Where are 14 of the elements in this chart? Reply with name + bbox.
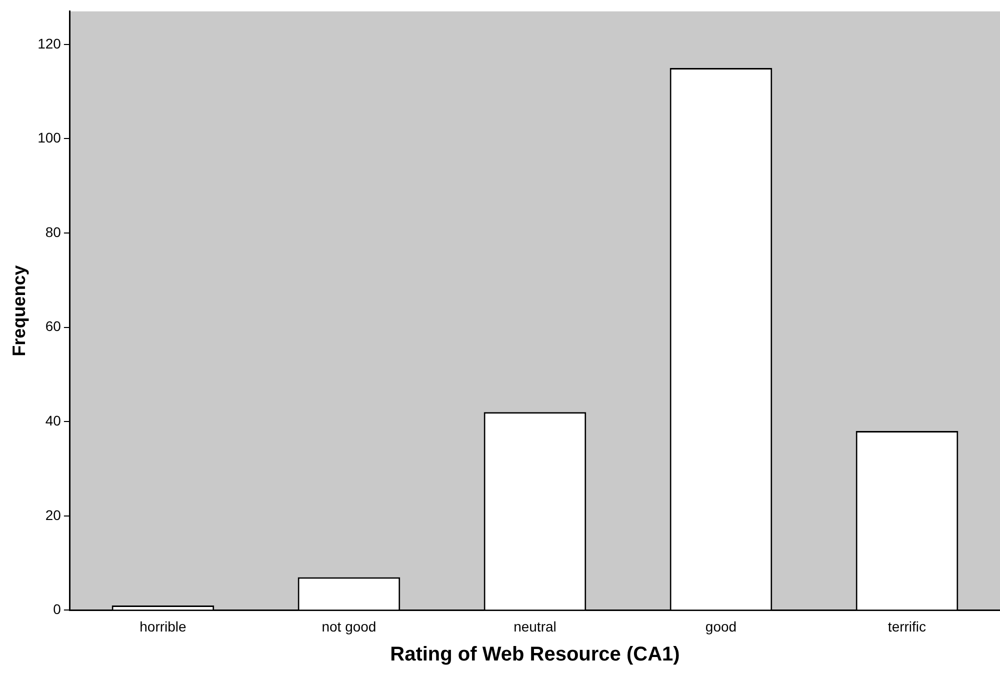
- y-tick-label: 40: [45, 412, 62, 428]
- x-tick-label: neutral: [514, 618, 556, 634]
- y-tick-label: 80: [45, 224, 62, 240]
- x-axis-title: Rating of Web Resource (CA1): [390, 644, 680, 666]
- y-tick-label: 100: [38, 130, 62, 146]
- x-tick-label: terrific: [888, 618, 926, 634]
- y-tick-label: 60: [45, 318, 62, 334]
- x-tick-label: horrible: [140, 618, 187, 634]
- x-tick-label: not good: [322, 618, 376, 634]
- y-axis-title: Frequency: [8, 265, 29, 356]
- y-tick-label: 120: [38, 35, 62, 52]
- x-tick-label: good: [705, 618, 737, 634]
- y-tick-label: 0: [53, 601, 62, 618]
- y-tick-label: 20: [45, 506, 62, 523]
